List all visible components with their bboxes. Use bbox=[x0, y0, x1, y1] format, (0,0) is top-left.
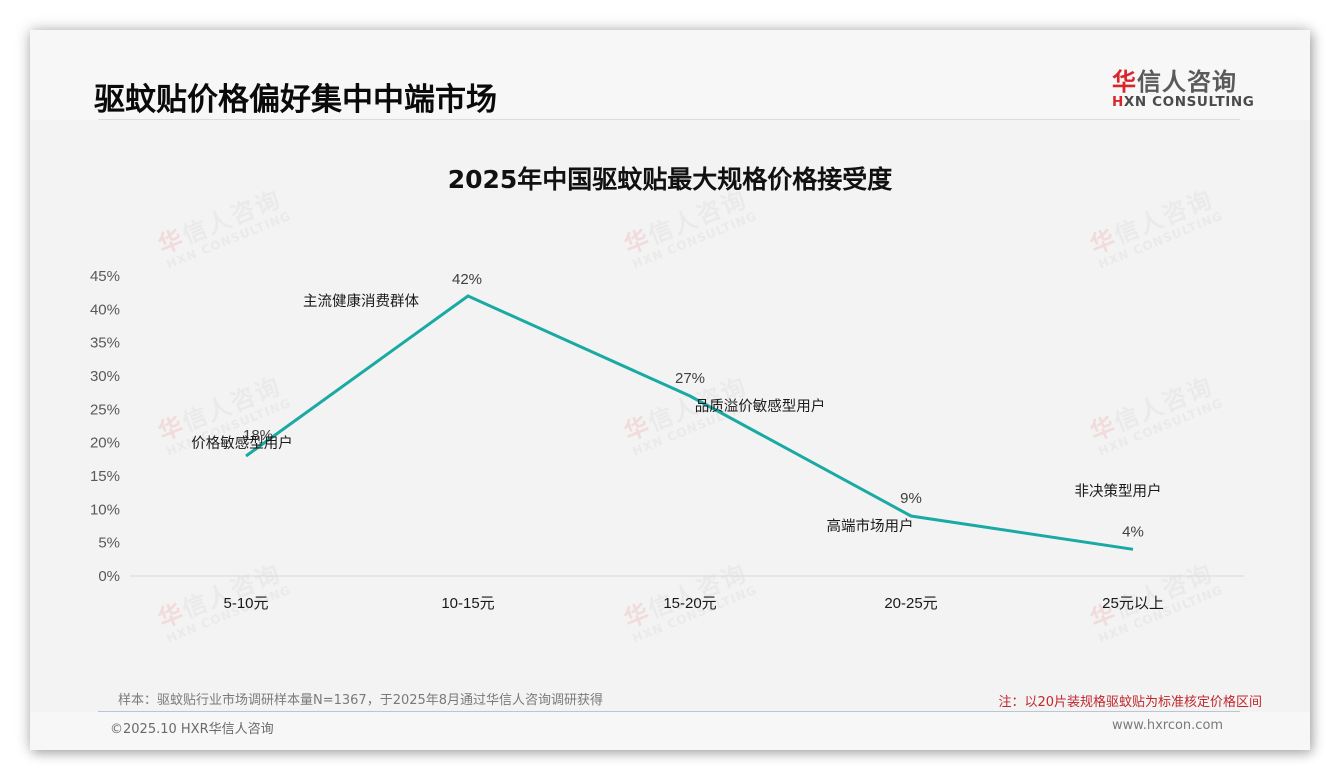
x-tick-label: 10-15元 bbox=[441, 595, 494, 612]
y-tick-label: 10% bbox=[90, 501, 120, 518]
y-tick-label: 0% bbox=[98, 568, 120, 585]
footer-divider bbox=[98, 711, 1240, 712]
y-tick-label: 5% bbox=[98, 535, 120, 552]
page-title: 驱蚊贴价格偏好集中中端市场 bbox=[94, 82, 497, 118]
annotation-label: 价格敏感型用户 bbox=[191, 435, 293, 452]
logo-en: HXN CONSULTING bbox=[1112, 94, 1254, 110]
annotation-label: 主流健康消费群体 bbox=[303, 293, 419, 310]
y-tick-label: 45% bbox=[90, 268, 120, 285]
source-note: 样本：驱蚊贴行业市场调研样本量N=1367，于2025年8月通过华信人咨询调研获… bbox=[118, 693, 604, 708]
x-tick-label: 15-20元 bbox=[663, 595, 716, 612]
logo-cn-red: 华 bbox=[1112, 68, 1137, 96]
data-label: 4% bbox=[1122, 523, 1144, 540]
data-label: 9% bbox=[900, 490, 922, 507]
y-tick-label: 40% bbox=[90, 301, 120, 318]
header-divider bbox=[98, 119, 1240, 120]
y-tick-label: 25% bbox=[90, 401, 120, 418]
data-labels: 18% 42% 27% 9% 4% bbox=[243, 271, 1144, 540]
data-label: 18% bbox=[243, 427, 273, 444]
header-band bbox=[30, 30, 1310, 120]
logo-en-red: H bbox=[1112, 94, 1124, 110]
brand-logo: 华信人咨询 HXN CONSULTING bbox=[1110, 62, 1260, 112]
footer-band bbox=[30, 712, 1310, 750]
y-axis: 0% 5% 10% 15% 20% 25% 30% 35% 40% 45% bbox=[90, 268, 120, 585]
y-tick-label: 15% bbox=[90, 468, 120, 485]
y-tick-label: 35% bbox=[90, 335, 120, 352]
price-note: 注：以20片装规格驱蚊贴为标准核定价格区间 bbox=[998, 695, 1262, 710]
data-label: 42% bbox=[452, 271, 482, 288]
annotation-label: 高端市场用户 bbox=[827, 518, 914, 535]
logo-cn-gray: 信人咨询 bbox=[1137, 68, 1237, 96]
slide: 驱蚊贴价格偏好集中中端市场 华信人咨询 HXN CONSULTING 2025年… bbox=[30, 30, 1310, 750]
y-tick-label: 30% bbox=[90, 368, 120, 385]
data-label: 27% bbox=[675, 370, 705, 387]
chart-title: 2025年中国驱蚊贴最大规格价格接受度 bbox=[447, 165, 893, 194]
logo-cn: 华信人咨询 bbox=[1112, 62, 1237, 97]
x-axis: 5-10元 10-15元 15-20元 20-25元 25元以上 bbox=[223, 595, 1163, 612]
copyright: ©2025.10 HXR华信人咨询 bbox=[110, 722, 274, 737]
x-tick-label: 20-25元 bbox=[884, 595, 937, 612]
annotation-label: 非决策型用户 bbox=[1075, 483, 1162, 500]
line-chart: 0% 5% 10% 15% 20% 25% 30% 35% 40% 45% 5-10元 10-15元… bbox=[90, 268, 1244, 612]
series-line bbox=[245, 294, 1134, 551]
website-link[interactable]: www.hxrcon.com bbox=[1112, 718, 1224, 733]
x-tick-label: 25元以上 bbox=[1102, 595, 1164, 612]
y-tick-label: 20% bbox=[90, 435, 120, 452]
logo-en-gray: XN CONSULTING bbox=[1123, 94, 1255, 110]
x-tick-label: 5-10元 bbox=[223, 595, 268, 612]
annotation-label: 品质溢价敏感型用户 bbox=[695, 398, 826, 415]
